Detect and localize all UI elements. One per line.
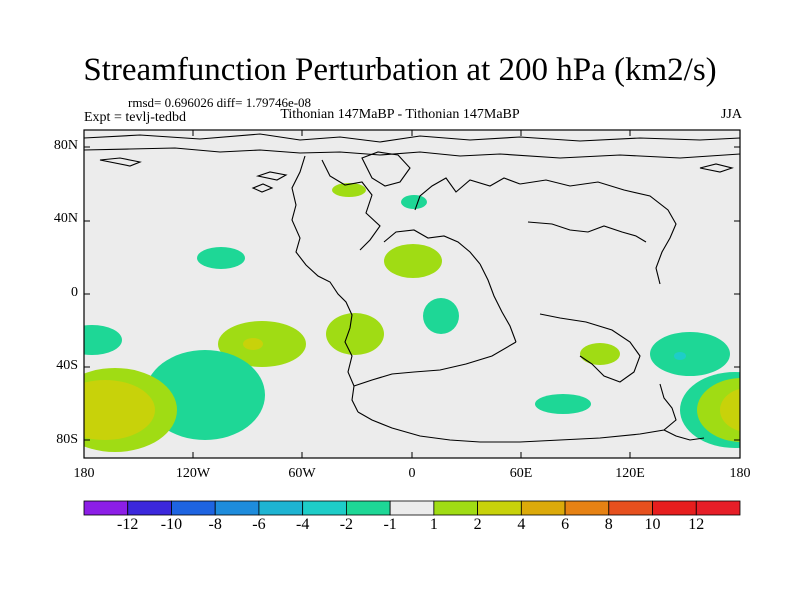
- india-australia: [539, 313, 641, 383]
- axis-ticks: [84, 130, 740, 458]
- colorbar-box: [389, 500, 435, 516]
- asia-inner: [527, 221, 647, 243]
- colorbar-box: [345, 500, 391, 516]
- colorbar-box: [214, 500, 260, 516]
- colorbar-label: 8: [604, 516, 613, 533]
- colorbar-label: -2: [339, 516, 354, 533]
- lon-label-120e: 120E: [615, 466, 645, 481]
- sahara-positive: [384, 244, 442, 278]
- coastlines: [84, 133, 740, 443]
- colorbar-label: -1: [383, 516, 397, 533]
- lat-label-40s: 40S: [56, 358, 78, 373]
- asia-coast: [519, 179, 677, 285]
- colorbar-label: 12: [688, 516, 705, 533]
- colorbar-label: -8: [208, 516, 222, 533]
- east-pacific-core: [674, 352, 686, 360]
- lat-label-80s: 80S: [56, 432, 78, 447]
- lon-label-180e: 180: [729, 466, 751, 481]
- colorbar-box: [127, 500, 172, 516]
- antarctica: [357, 383, 677, 443]
- west-edge-negative: [84, 325, 122, 355]
- lon-label-60w: 60W: [288, 466, 316, 481]
- southern-ocean-negative: [535, 394, 591, 414]
- anomaly-layer: [84, 183, 740, 452]
- arctic-fragment-west: [99, 157, 142, 167]
- season-text: JJA: [720, 107, 742, 122]
- lat-label-40n: 40N: [53, 211, 78, 226]
- colorbar: [83, 500, 741, 516]
- lat-label-eq: 0: [71, 285, 78, 300]
- comparison-text: Tithonian 147MaBP - Tithonian 147MaBP: [280, 107, 520, 122]
- colorbar-label: 4: [517, 516, 526, 533]
- arctic-fragment-east: [699, 163, 734, 173]
- south-america-africa-join: [353, 341, 517, 387]
- lon-label-180w: 180: [73, 466, 95, 481]
- east-edge-positive: [697, 378, 740, 442]
- colorbar-box: [171, 500, 216, 516]
- lon-label-0: 0: [408, 466, 416, 481]
- colorbar-box: [302, 500, 347, 516]
- colorbar-label: -12: [117, 516, 139, 533]
- east-pacific-negative: [650, 332, 730, 376]
- colorbar-box: [433, 500, 479, 516]
- africa-east: [479, 263, 517, 343]
- colorbar-box: [258, 500, 304, 516]
- lon-label-120w: 120W: [175, 466, 211, 481]
- east-edge-positive-core: [720, 388, 740, 432]
- colorbar-label: 2: [473, 516, 482, 533]
- europe-negative: [401, 195, 427, 209]
- canadian-island-1: [255, 171, 288, 181]
- colorbar-box: [520, 500, 566, 516]
- africa-north: [383, 229, 481, 265]
- lon-label-60e: 60E: [509, 466, 533, 481]
- stats-text: rmsd= 0.696026 diff= 1.79746e-08: [128, 95, 312, 110]
- colorbar-label: -10: [160, 516, 183, 533]
- plot-title: Streamfunction Perturbation at 200 hPa (…: [83, 52, 717, 88]
- canadian-island-2: [251, 183, 274, 193]
- colorbar-box: [477, 500, 522, 516]
- arctic-coast-lower: [84, 147, 740, 159]
- north-atlantic-positive: [332, 183, 366, 197]
- greenland: [361, 151, 411, 187]
- southern-pacific-strong-core: [84, 380, 155, 440]
- experiment-text: Expt = tevlj-tedbd: [84, 110, 186, 125]
- north-america-coast: [291, 155, 359, 413]
- colorbar-label: 1: [429, 516, 438, 533]
- pacific-tropical-negative: [197, 247, 245, 269]
- colorbar-box: [564, 500, 610, 516]
- colorbar-label: -4: [295, 516, 310, 533]
- colorbar-label: 6: [561, 516, 570, 533]
- iberia-europe: [414, 177, 521, 211]
- arctic-coast-north-america: [84, 133, 740, 143]
- australia-positive: [580, 343, 620, 365]
- colorbar-label: -6: [252, 516, 266, 533]
- north-america-east: [321, 159, 381, 251]
- colorbar-label: 10: [644, 516, 661, 533]
- colorbar-box: [695, 500, 741, 516]
- colorbar-box: [652, 500, 697, 516]
- africa-negative: [423, 298, 459, 334]
- antarctic-peninsula: [663, 429, 705, 441]
- south-america-positive: [326, 313, 384, 355]
- colorbar-box: [608, 500, 653, 516]
- south-pacific-core: [243, 338, 263, 350]
- colorbar-box: [83, 500, 129, 516]
- lat-label-80n: 80N: [53, 138, 78, 153]
